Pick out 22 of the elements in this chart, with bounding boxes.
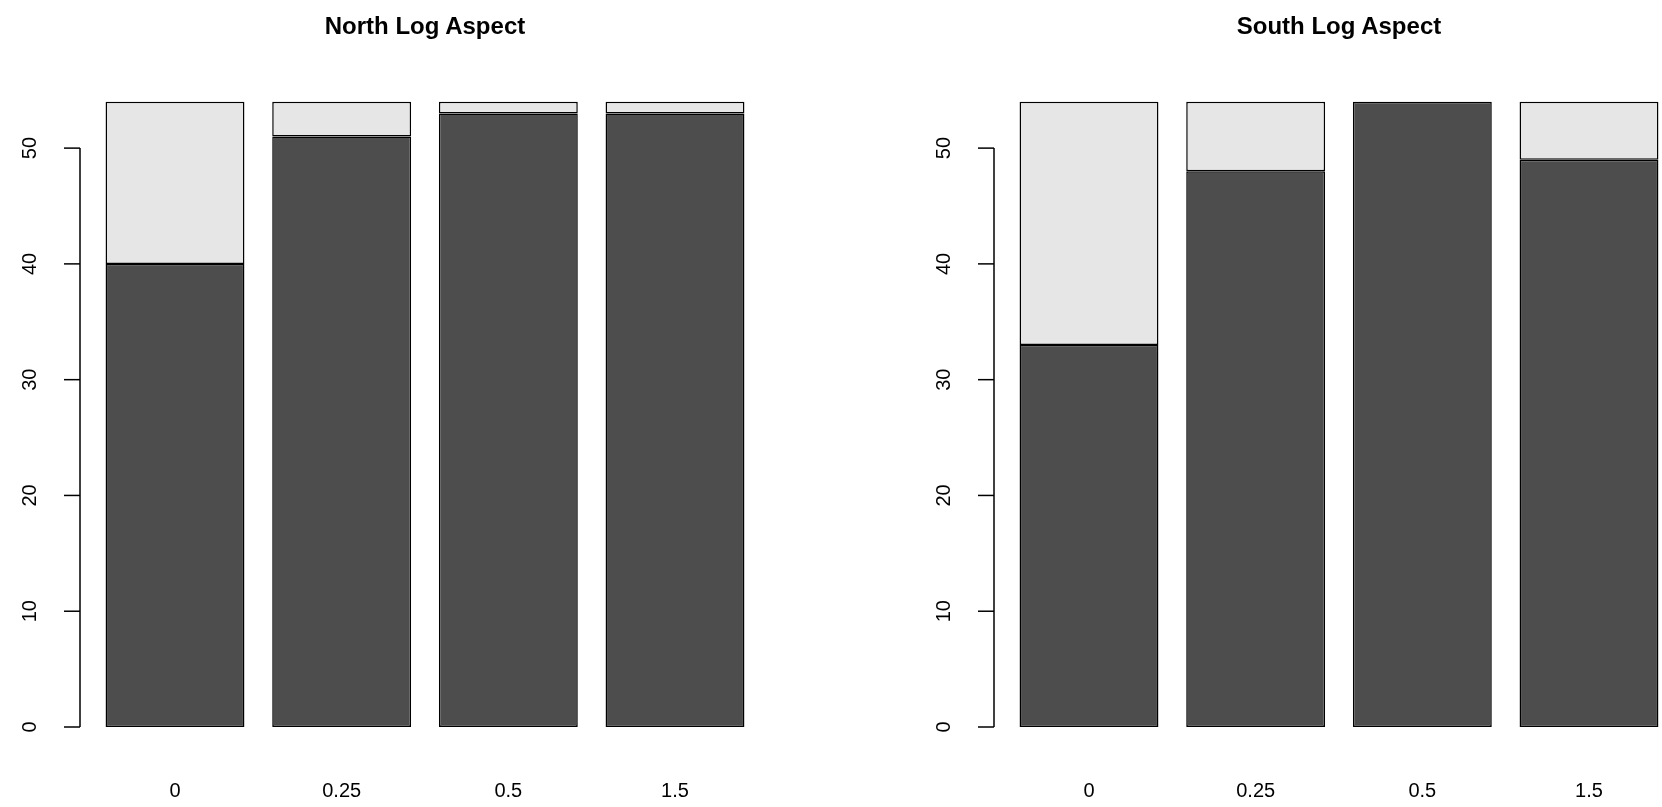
y-tick-label: 40 <box>17 252 40 276</box>
chart-title: North Log Aspect <box>324 12 526 40</box>
y-tick-label: 0 <box>931 721 954 733</box>
y-tick-label: 50 <box>17 136 40 160</box>
y-tick-label: 10 <box>17 600 40 623</box>
x-tick-label: 0 <box>169 778 181 801</box>
y-tick-label: 0 <box>17 721 40 733</box>
y-tick-label: 30 <box>931 368 954 391</box>
x-tick-label: 0.25 <box>1236 778 1276 801</box>
chart-title: South Log Aspect <box>1236 12 1442 40</box>
x-tick-label: 0.5 <box>1408 778 1437 801</box>
x-tick-label: 1.5 <box>1575 778 1603 801</box>
y-tick-label: 30 <box>17 368 40 391</box>
x-tick-label: 1.5 <box>661 778 689 801</box>
x-tick-label: 0 <box>1083 778 1095 801</box>
x-tick-label: 0.5 <box>494 778 523 801</box>
y-tick-label: 40 <box>931 252 954 276</box>
x-tick-label: 0.25 <box>322 778 362 801</box>
y-tick-label: 20 <box>17 484 40 507</box>
y-tick-label: 20 <box>931 484 954 507</box>
y-tick-label: 10 <box>931 600 954 623</box>
y-tick-label: 50 <box>931 136 954 160</box>
